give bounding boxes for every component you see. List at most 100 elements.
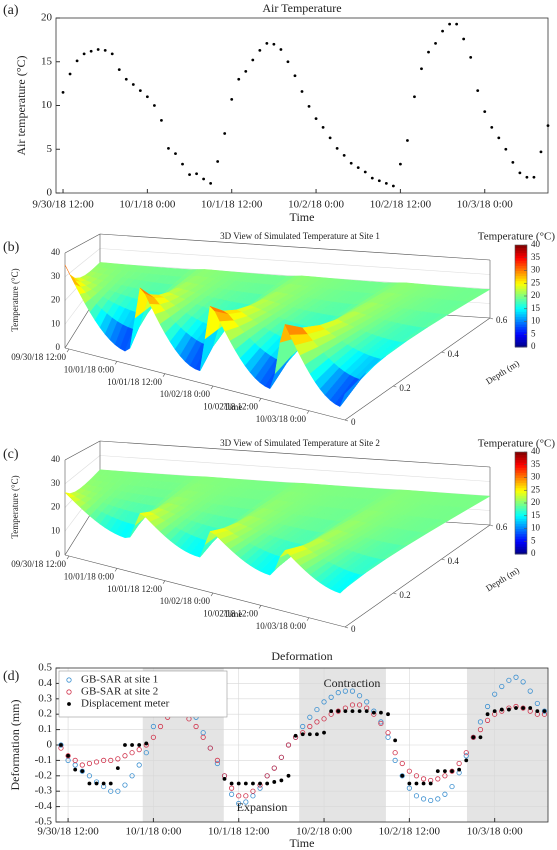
colorbar-cell: [515, 270, 527, 274]
colorbar-cell: [515, 541, 527, 545]
point: [123, 743, 127, 747]
point: [542, 709, 547, 714]
point: [386, 712, 390, 717]
point: [243, 781, 248, 786]
y-tick-label: 0.4: [448, 349, 460, 359]
colorbar-label: Temperature (°C): [478, 438, 556, 450]
point: [93, 759, 100, 765]
point: [300, 723, 306, 730]
x-tick: [162, 373, 166, 377]
colorbar-cell: [515, 510, 527, 514]
point: [150, 723, 157, 730]
x-tick-label: 10/1/18 12:00: [208, 826, 270, 838]
point: [160, 118, 163, 122]
colorbar-cell: [515, 265, 527, 269]
y-tick: [393, 592, 397, 595]
point: [490, 125, 494, 129]
x-tick-label: 10/3/18 0:00: [467, 826, 523, 838]
point: [150, 734, 157, 740]
box-edge: [64, 347, 346, 421]
point: [108, 757, 114, 764]
x-tick-label: 10/3/18 0:00: [457, 199, 513, 211]
colorbar-tick-label: 20: [531, 290, 541, 300]
colorbar-tick-label: 5: [531, 328, 536, 338]
point: [79, 762, 85, 768]
point: [223, 132, 227, 135]
point: [115, 788, 121, 794]
point: [108, 781, 113, 786]
point: [181, 162, 184, 166]
point: [506, 707, 511, 712]
colorbar-cell: [515, 538, 527, 542]
point: [89, 49, 93, 53]
legend-marker: [66, 689, 72, 695]
y-tick-label: 0.4: [448, 556, 460, 566]
colorbar-cell: [515, 311, 527, 315]
panel-label: (b): [3, 240, 20, 255]
point: [384, 181, 388, 185]
y-tick: [489, 524, 494, 527]
point: [393, 738, 398, 743]
legend-label: Displacement meter: [81, 698, 170, 710]
z-tick-label: 0: [56, 342, 61, 352]
colorbar-cell: [515, 472, 527, 476]
point: [251, 781, 255, 786]
point: [115, 766, 120, 770]
point: [427, 50, 430, 54]
point: [143, 750, 149, 756]
point: [528, 706, 533, 710]
y-tick-label: 15: [41, 55, 53, 67]
point: [72, 757, 78, 764]
colorbar-tick-label: 35: [531, 459, 541, 469]
point: [80, 769, 85, 774]
y-tick: [441, 351, 445, 354]
point: [378, 719, 384, 725]
point: [138, 89, 142, 93]
x-tick-label: 10/1/18 0:00: [119, 199, 175, 211]
y-tick-label: 0: [47, 187, 53, 199]
colorbar-cell: [515, 464, 527, 468]
x-tick-label: 10/02/18 12:00: [203, 401, 258, 411]
point: [539, 150, 543, 154]
colorbar-cell: [515, 301, 527, 305]
colorbar-tick-label: 25: [531, 484, 541, 494]
y-tick-label: -0.2: [35, 769, 52, 781]
point: [520, 679, 526, 685]
point: [378, 720, 384, 727]
point: [420, 776, 427, 782]
point: [236, 781, 241, 786]
colorbar-cell: [515, 531, 527, 535]
point: [406, 785, 412, 791]
x-tick-label: 10/02/18 0:00: [160, 596, 211, 606]
point: [470, 734, 476, 740]
annotation: Contraction: [324, 676, 381, 690]
point: [478, 735, 483, 740]
colorbar-cell: [515, 288, 527, 292]
colorbar-cell: [515, 459, 527, 463]
point: [328, 136, 332, 140]
point: [385, 730, 391, 736]
point: [400, 773, 405, 778]
x-axis-label: Time: [290, 210, 315, 224]
annotation: Expansion: [237, 800, 288, 814]
colorbar-cell: [515, 318, 527, 322]
colorbar-cell: [515, 515, 527, 519]
point: [124, 77, 128, 81]
colorbar-cell: [515, 321, 527, 325]
z-tick-label: 30: [51, 271, 61, 281]
colorbar-cell: [515, 474, 527, 478]
colorbar-tick-label: 30: [531, 472, 541, 482]
colorbar-cell: [515, 480, 527, 484]
point: [131, 83, 135, 86]
z-tick-label: 10: [51, 525, 61, 535]
colorbar-cell: [515, 285, 527, 289]
point: [258, 781, 262, 786]
point: [272, 780, 277, 784]
point: [434, 41, 437, 45]
y-tick-label: -0.4: [35, 800, 53, 812]
box-edge: [99, 233, 491, 261]
point: [264, 773, 270, 779]
colorbar-cell: [515, 457, 527, 461]
point: [300, 732, 305, 737]
